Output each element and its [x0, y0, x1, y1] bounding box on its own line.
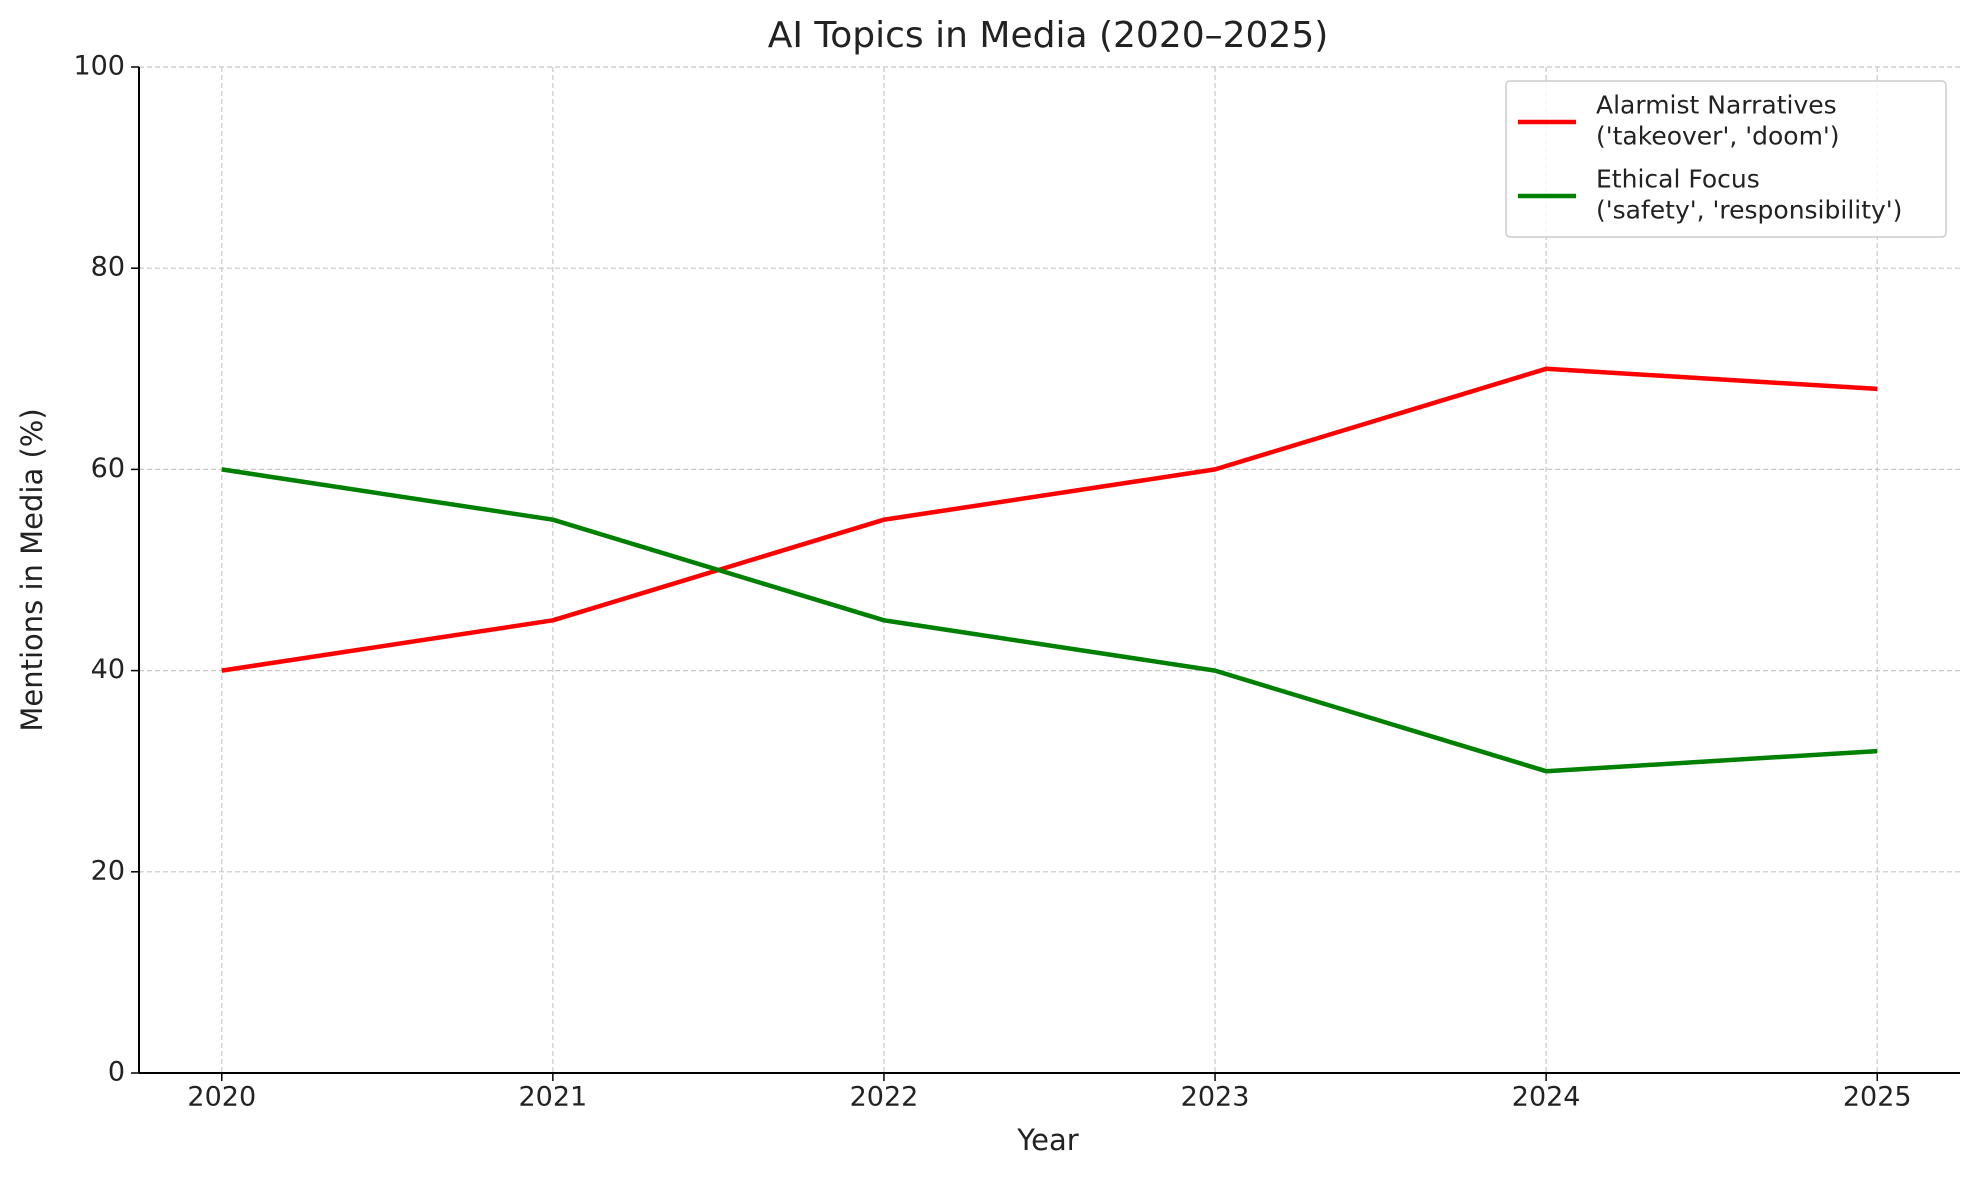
legend-box: [1505, 80, 1947, 238]
x-axis-label: Year: [1016, 1123, 1078, 1157]
y-tick-label: 100: [73, 51, 125, 82]
chart-title: AI Topics in Media (2020–2025): [768, 15, 1329, 56]
legend-label: Alarmist Narratives ('takeover', 'doom'): [1596, 91, 1840, 151]
y-tick-label: 40: [91, 654, 125, 685]
x-tick-label: 2020: [187, 1082, 256, 1113]
x-tick-label: 2022: [850, 1082, 919, 1113]
data-line: [221, 467, 1878, 774]
y-tick-label: 0: [108, 1057, 125, 1088]
data-line: [221, 366, 1878, 673]
x-tick-label: 2024: [1512, 1082, 1581, 1113]
x-tick-label: 2025: [1843, 1082, 1912, 1113]
x-tick-label: 2023: [1181, 1082, 1250, 1113]
x-tick-label: 2021: [519, 1082, 588, 1113]
legend-label: Ethical Focus ('safety', 'responsibility'…: [1596, 165, 1902, 225]
y-tick-label: 60: [91, 453, 125, 484]
y-tick-label: 80: [91, 252, 125, 283]
y-axis-label: Mentions in Media (%): [15, 408, 49, 731]
y-tick-label: 20: [91, 855, 125, 886]
